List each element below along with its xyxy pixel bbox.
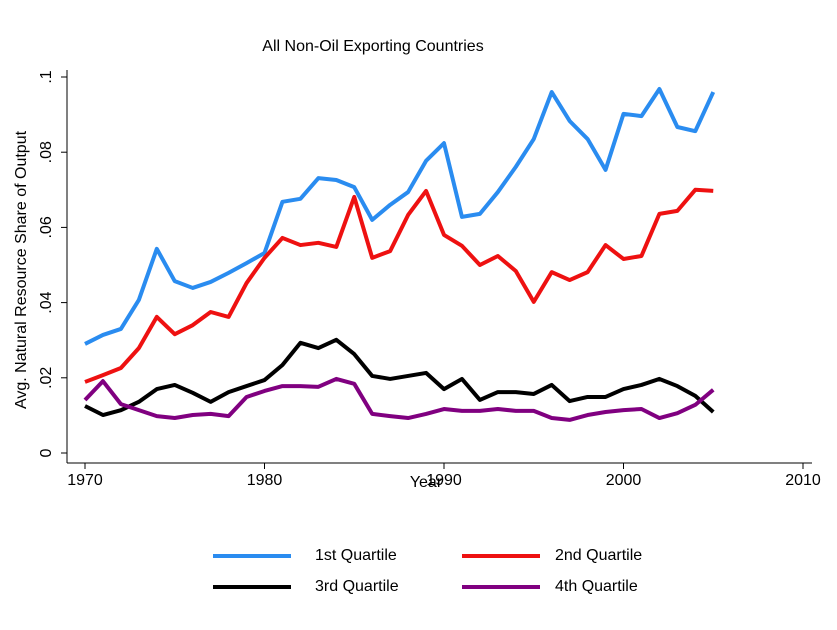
series-line xyxy=(84,337,715,418)
y-tick-label: .06 xyxy=(38,216,55,238)
y-axis-label: Avg. Natural Resource Share of Output xyxy=(13,130,30,409)
legend-label: 1st Quartile xyxy=(315,547,397,564)
x-tick-label: 1990 xyxy=(426,472,462,489)
series-line xyxy=(84,87,716,346)
y-tick-label: .02 xyxy=(38,367,55,389)
legend-label: 3rd Quartile xyxy=(315,578,399,595)
y-tick-label: .04 xyxy=(38,291,55,313)
legend-label: 4th Quartile xyxy=(555,578,638,595)
y-tick-label: .1 xyxy=(38,70,55,83)
y-tick-label: .08 xyxy=(38,141,55,163)
series-line xyxy=(84,187,714,384)
x-tick-label: 1970 xyxy=(67,472,103,489)
legend-label: 2nd Quartile xyxy=(555,547,642,564)
series-line xyxy=(83,376,715,422)
x-axis-label: Year xyxy=(410,474,443,491)
x-tick-label: 1980 xyxy=(247,472,283,489)
chart-title: All Non-Oil Exporting Countries xyxy=(262,38,483,55)
x-tick-label: 2010 xyxy=(785,472,821,489)
x-tick-label: 2000 xyxy=(606,472,642,489)
y-tick-label: 0 xyxy=(38,448,55,457)
